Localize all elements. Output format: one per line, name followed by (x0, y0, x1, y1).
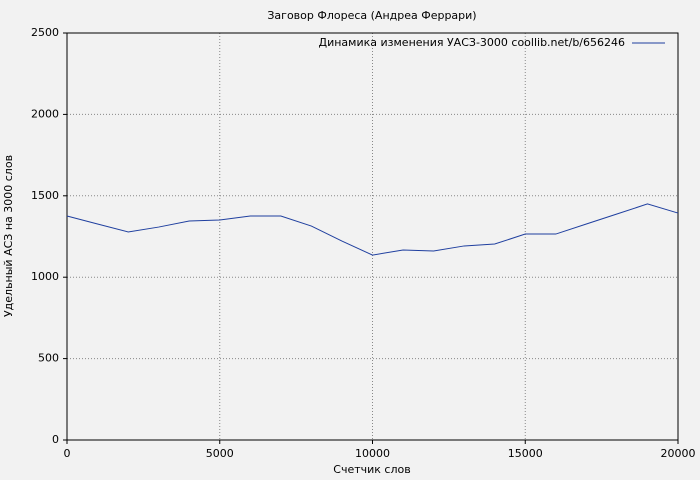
plot-frame (66, 32, 679, 441)
y-tick-label: 1500 (31, 189, 59, 202)
x-tick-label: 20000 (661, 447, 696, 460)
x-tick-label: 0 (64, 447, 71, 460)
y-tick-label: 500 (38, 352, 59, 365)
x-tick-label: 10000 (355, 447, 390, 460)
legend-label: Динамика изменения УАСЗ-3000 coollib.net… (319, 36, 626, 49)
chart-title: Заговор Флореса (Андреа Феррари) (267, 9, 476, 22)
y-tick-label: 2000 (31, 107, 59, 120)
y-tick-label: 2500 (31, 26, 59, 39)
x-axis-label: Счетчик слов (333, 463, 410, 476)
data-line (66, 203, 679, 256)
x-tick-label: 5000 (206, 447, 234, 460)
y-tick-label: 0 (52, 433, 59, 446)
y-tick-label: 1000 (31, 270, 59, 283)
y-axis-label: Удельный АСЗ на 3000 слов (2, 155, 15, 317)
x-tick-label: 15000 (508, 447, 543, 460)
